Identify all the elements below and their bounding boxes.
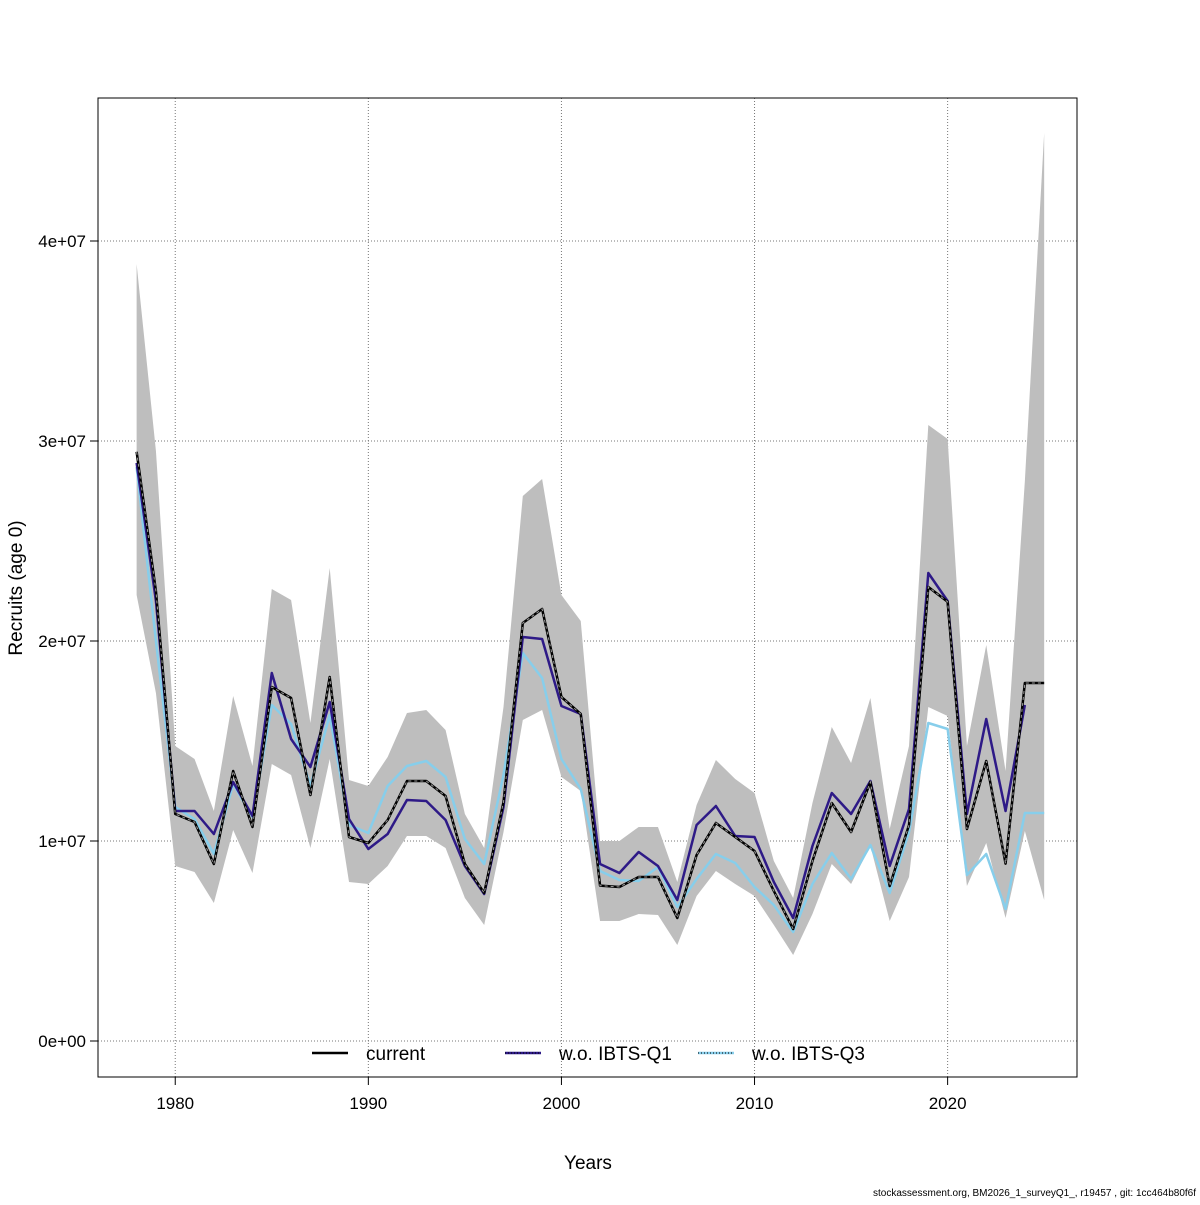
x-tick-label: 2010 bbox=[736, 1094, 774, 1113]
legend-label: w.o. IBTS-Q3 bbox=[751, 1044, 865, 1065]
x-axis-label: Years bbox=[564, 1153, 612, 1174]
plot-frame bbox=[97, 97, 1078, 1078]
legend-label: w.o. IBTS-Q1 bbox=[558, 1044, 672, 1065]
x-tick-label: 1990 bbox=[349, 1094, 387, 1113]
y-tick-label: 2e+07 bbox=[38, 632, 86, 651]
y-axis-label: Recruits (age 0) bbox=[6, 520, 27, 655]
x-axis: 1980 1990 2000 2010 2020 bbox=[156, 1077, 967, 1113]
y-tick-label: 4e+07 bbox=[38, 232, 86, 251]
series-lines bbox=[135, 451, 1045, 934]
y-tick-label: 1e+07 bbox=[38, 832, 86, 851]
x-tick-label: 2020 bbox=[929, 1094, 967, 1113]
x-tick-label: 1980 bbox=[156, 1094, 194, 1113]
y-tick-label: 0e+00 bbox=[38, 1032, 86, 1051]
footer-text: stockassessment.org, BM2026_1_surveyQ1_,… bbox=[873, 1188, 1196, 1199]
series-line-current-dash bbox=[136, 451, 1045, 931]
y-tick-label: 3e+07 bbox=[38, 432, 86, 451]
x-tick-label: 2000 bbox=[543, 1094, 581, 1113]
y-axis: 0e+00 1e+07 2e+07 3e+07 4e+07 bbox=[38, 232, 98, 1051]
series-line-w-o-ibts-q3 bbox=[135, 466, 1045, 934]
legend: current w.o. IBTS-Q1 w.o. IBTS-Q3 bbox=[312, 1044, 865, 1065]
legend-label: current bbox=[366, 1044, 426, 1065]
